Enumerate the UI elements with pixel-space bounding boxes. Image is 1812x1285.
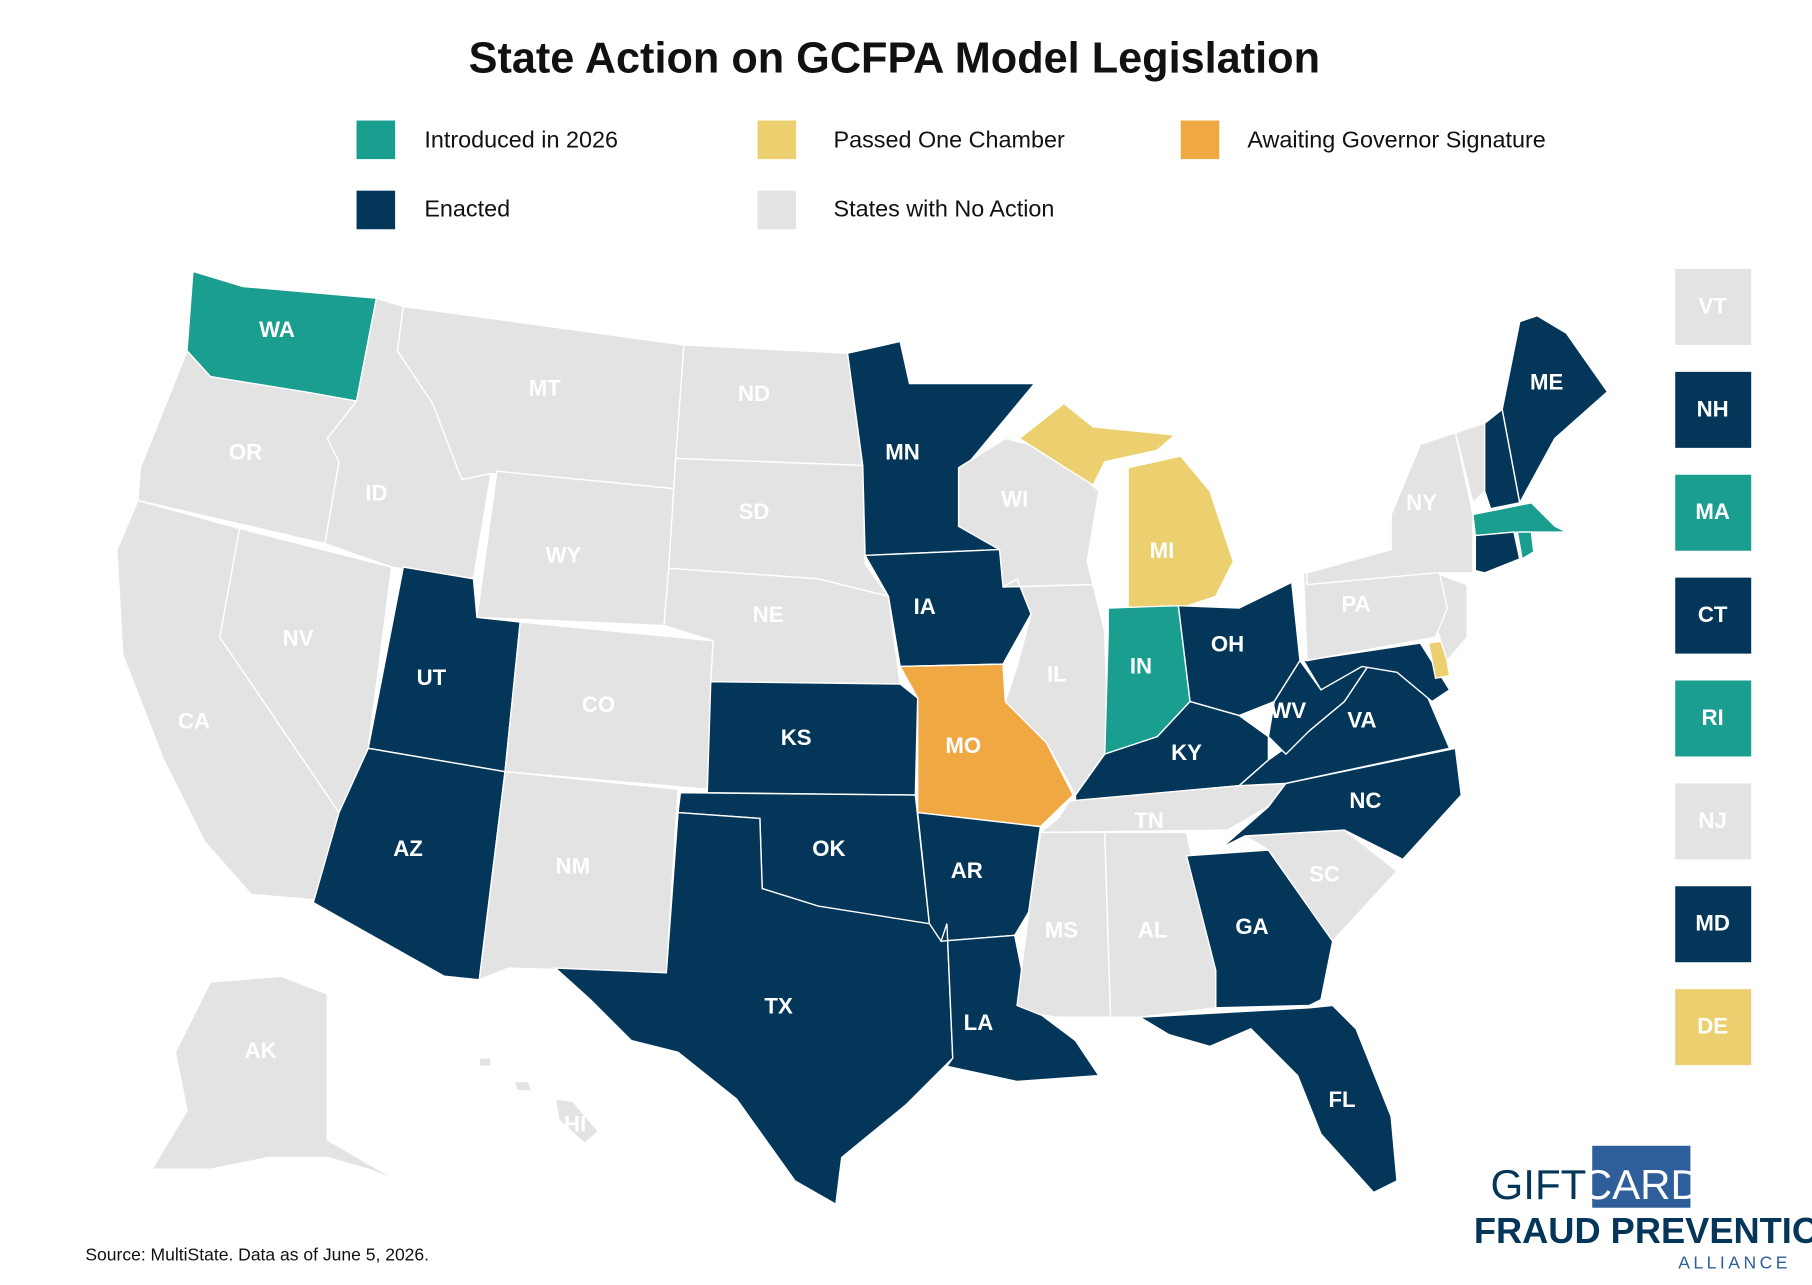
- state-map: WA OR CA NV ID MT WY UT CO AZ NM ND SD NE KS OK TX MN IA MO…: [116, 270, 1609, 1206]
- state-label: OR: [229, 440, 262, 465]
- state-box: [1675, 989, 1752, 1066]
- state-label: AR: [951, 858, 983, 883]
- legend-label: States with No Action: [834, 196, 1055, 222]
- state-box-label: CT: [1698, 602, 1728, 627]
- logo-text: CARD: [1582, 1161, 1701, 1208]
- state-label: NV: [283, 625, 314, 650]
- state-box-label: MA: [1695, 499, 1730, 524]
- state-label: NE: [753, 602, 784, 627]
- state-label: TX: [764, 994, 793, 1019]
- state-box-label: MD: [1695, 911, 1730, 936]
- state-label: VA: [1347, 707, 1376, 732]
- state-label: CA: [178, 708, 210, 733]
- state-box: [1675, 268, 1752, 345]
- state-box: [1675, 474, 1752, 551]
- state-label: TN: [1134, 808, 1164, 833]
- state-label: NY: [1406, 490, 1437, 515]
- state-box-label: VT: [1698, 293, 1727, 318]
- legend-swatch: [356, 120, 396, 160]
- state-label: ND: [738, 381, 770, 406]
- state-shape: [478, 1057, 600, 1145]
- legend-swatch: [757, 120, 797, 160]
- state-label: UT: [417, 665, 447, 690]
- state-label: MO: [945, 733, 981, 758]
- state-box: [1675, 371, 1752, 448]
- legend-swatch: [757, 190, 797, 230]
- state-box: [1675, 680, 1752, 757]
- state-label: GA: [1235, 914, 1268, 939]
- state-label: OH: [1211, 631, 1244, 656]
- state-label: IN: [1130, 653, 1152, 678]
- state-box-label: DE: [1697, 1014, 1728, 1039]
- state-shape: [553, 811, 954, 1206]
- state-label: MS: [1045, 918, 1078, 943]
- state-label: AZ: [393, 836, 423, 861]
- state-label: ID: [365, 480, 387, 505]
- state-label: KS: [781, 725, 812, 750]
- state-label: WA: [259, 317, 295, 342]
- state-shape: [1306, 431, 1474, 586]
- legend-label: Awaiting Governor Signature: [1247, 127, 1545, 153]
- state-label: IL: [1047, 662, 1067, 687]
- state-label: HI: [564, 1112, 586, 1137]
- state-label: MI: [1150, 538, 1175, 563]
- title: State Action on GCFPA Model Legislation: [469, 34, 1320, 82]
- state-shape: [1501, 314, 1609, 505]
- state-shape: [1221, 747, 1463, 861]
- logo-text: ALLIANCE: [1678, 1252, 1791, 1272]
- state-label: MT: [529, 375, 561, 400]
- legend-swatch: [1180, 120, 1220, 160]
- legend-label: Introduced in 2026: [424, 127, 618, 153]
- state-box: [1675, 577, 1752, 654]
- state-box-label: RI: [1702, 705, 1724, 730]
- state-label: OK: [812, 836, 845, 861]
- state-shape: [898, 663, 1075, 828]
- state-label: NC: [1349, 788, 1381, 813]
- logo-text: FRAUD PREVENTION: [1474, 1210, 1812, 1251]
- state-label: ME: [1530, 369, 1563, 394]
- state-label: IA: [914, 594, 936, 619]
- legend: Introduced in 2026 Passed One Chamber Awai…: [356, 120, 1546, 230]
- state-label: SC: [1309, 862, 1340, 887]
- state-box-label: NH: [1697, 396, 1729, 421]
- state-label: NM: [556, 853, 591, 878]
- state-label: PA: [1341, 592, 1370, 617]
- legend-label: Passed One Chamber: [834, 127, 1065, 153]
- state-label: WI: [1001, 486, 1028, 511]
- state-label: WY: [546, 542, 582, 567]
- state-label: AL: [1138, 918, 1168, 943]
- state-shape: [1472, 502, 1567, 537]
- state-box-label: NJ: [1698, 808, 1726, 833]
- logo: GIFT CARD FRAUD PREVENTION ALLIANCE: [1474, 1145, 1812, 1272]
- state-label: CO: [582, 692, 615, 717]
- source-note: Source: MultiState. Data as of June 5, 2…: [85, 1244, 429, 1264]
- state-label: MN: [885, 440, 920, 465]
- logo-badge: [1592, 1145, 1691, 1208]
- state-box: [1675, 886, 1752, 963]
- state-label: WV: [1270, 698, 1306, 723]
- state-shape: [150, 975, 398, 1182]
- state-shape: [1016, 831, 1112, 1018]
- logo-text: GIFT: [1491, 1161, 1587, 1208]
- legend-swatch: [356, 190, 396, 230]
- state-shape: [706, 680, 919, 796]
- state-shape: [1302, 642, 1451, 703]
- small-state-boxes: VT NH MA CT RI NJ MD DE: [1675, 268, 1752, 1066]
- state-label: KY: [1171, 740, 1202, 765]
- state-shape: [1137, 1004, 1398, 1194]
- state-label: FL: [1328, 1087, 1355, 1112]
- state-label: AK: [245, 1038, 277, 1063]
- state-label: SD: [739, 499, 770, 524]
- legend-label: Enacted: [424, 196, 510, 222]
- state-shape: [1483, 408, 1521, 510]
- state-label: LA: [964, 1010, 994, 1035]
- state-box: [1675, 783, 1752, 860]
- state-shape: [1516, 531, 1535, 561]
- state-shape: [1002, 577, 1109, 797]
- state-shape: [1474, 531, 1521, 574]
